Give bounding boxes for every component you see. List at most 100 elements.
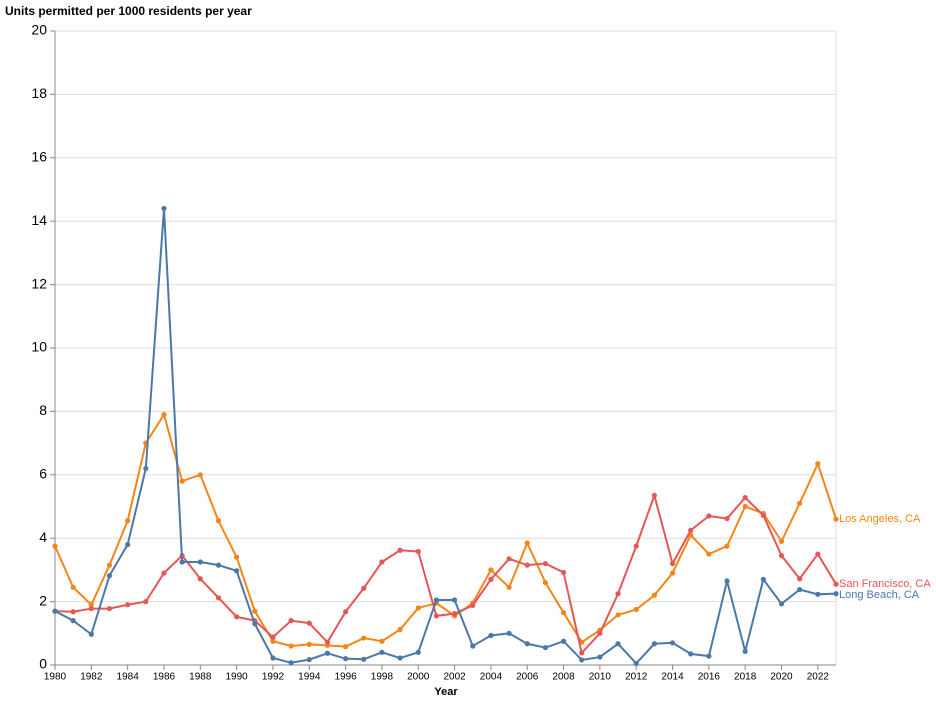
data-point [615,641,621,647]
data-point [724,515,730,522]
data-point [706,513,712,519]
data-point [397,626,403,633]
data-point [633,660,639,667]
data-point [615,591,621,597]
data-point [633,543,639,549]
data-point [306,620,312,626]
data-point [542,644,548,651]
data-point [288,618,294,624]
data-point [742,503,748,510]
data-point [560,610,567,616]
y-tick-label: 6 [39,466,47,482]
data-point [506,630,512,636]
data-point [579,650,585,656]
data-point [252,621,258,627]
data-point [106,605,113,612]
data-point [179,478,185,484]
data-point [197,576,203,582]
data-point [234,568,240,574]
data-point [797,576,803,582]
x-tick-label: 1986 [153,672,176,683]
data-point [669,560,676,567]
data-point [760,512,766,518]
data-point [724,543,730,549]
y-tick-label: 0 [39,656,47,672]
data-point [415,548,421,555]
data-point [597,630,603,636]
data-point [778,601,785,607]
data-point [451,597,458,603]
series-end-label: San Francisco, CA [839,578,931,590]
data-point [125,602,131,608]
series-end-label: Long Beach, CA [839,589,920,601]
data-point [724,578,730,584]
data-point [542,560,548,567]
y-tick-label: 20 [31,22,47,38]
data-point [597,654,603,660]
data-point [506,584,512,590]
y-tick-label: 4 [39,529,47,545]
data-point [760,576,766,583]
data-point [488,632,494,639]
data-point [778,553,785,559]
data-point [270,634,276,640]
data-point [742,495,748,501]
x-tick-label: 1980 [44,672,67,683]
x-tick-label: 1998 [371,672,394,683]
x-tick-label: 2012 [625,672,648,683]
data-point [161,411,167,418]
x-tick-label: 1988 [189,672,212,683]
x-tick-label: 1982 [80,672,103,683]
data-point [815,461,821,467]
data-point [197,559,203,565]
data-point [706,551,712,557]
data-point [415,605,421,611]
data-point [252,608,258,614]
data-point [451,611,458,617]
data-point [815,551,821,557]
x-tick-label: 1996 [334,672,357,683]
data-point [651,641,657,647]
data-point [306,657,312,663]
data-point [143,599,149,605]
data-point [797,500,803,506]
data-point [306,641,312,647]
data-point [651,492,657,499]
y-tick-label: 16 [31,149,47,165]
x-tick-label: 1990 [226,672,249,683]
x-tick-label: 1992 [262,672,285,683]
data-point [215,595,222,601]
x-tick-label: 2002 [443,672,466,683]
y-tick-label: 12 [31,275,47,291]
data-point [125,518,131,524]
data-point [506,556,512,562]
data-point [651,592,657,598]
data-point [433,597,440,603]
x-tick-label: 1994 [298,672,321,683]
y-tick-label: 8 [39,402,47,418]
data-point [179,559,185,565]
data-point [324,650,331,656]
series-line [54,208,837,665]
data-point [106,562,113,568]
data-point [579,657,585,663]
data-point [70,618,76,624]
data-point [470,643,476,649]
data-point [815,591,821,597]
x-tick-label: 2008 [552,672,575,683]
data-point [234,554,240,560]
data-point [833,516,839,522]
data-point [669,640,676,646]
y-tick-label: 18 [31,85,47,101]
data-point [161,205,167,212]
data-point [270,655,276,661]
x-axis-title: Year [434,686,458,698]
data-point [706,653,712,659]
data-point [288,660,294,666]
data-point [833,581,839,587]
data-point [415,649,421,655]
data-point [379,559,385,565]
x-tick-label: 2018 [734,672,757,683]
data-point [488,567,494,573]
